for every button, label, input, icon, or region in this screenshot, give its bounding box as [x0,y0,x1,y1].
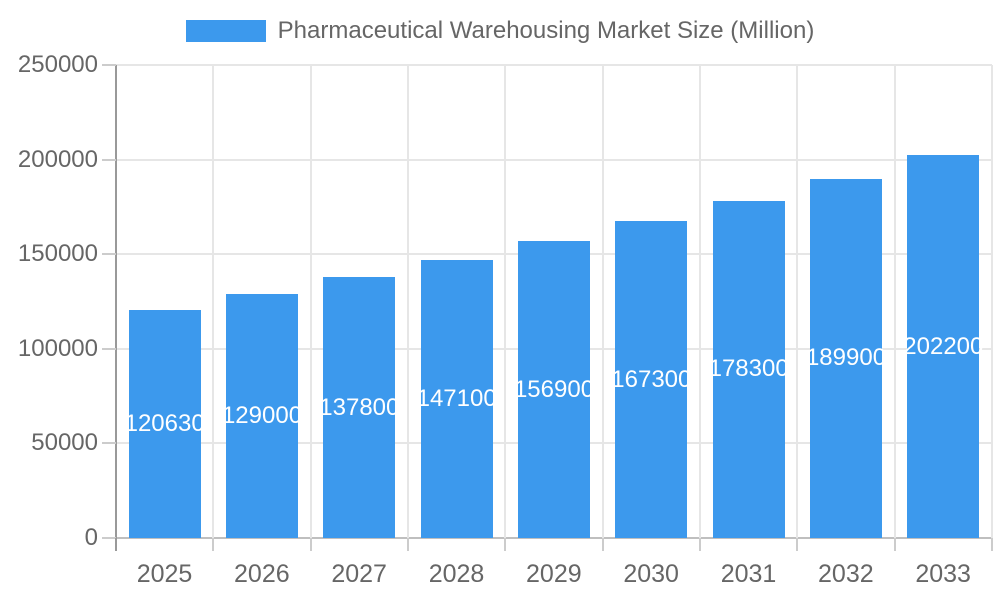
x-tick-mark [699,538,701,551]
x-tick-mark [893,538,896,551]
x-tick-mark [309,538,312,551]
bar-value-label: 120630 [124,409,205,437]
bar-2031: 178300 [709,200,789,538]
y-tick-label: 250000 [17,51,98,78]
x-tick-label: 2033 [915,560,971,588]
bar-2033: 202200 [903,155,983,538]
bar-value-label: 178300 [708,355,789,383]
x-tick-label: 2026 [234,560,290,588]
y-tick-mark [102,442,116,445]
gridline-horizontal [116,158,992,161]
legend[interactable]: Pharmaceutical Warehousing Market Size (… [0,16,1000,46]
x-tick-mark [115,538,117,551]
y-tick-label: 150000 [17,240,98,268]
bar-2030: 167300 [611,221,691,538]
x-tick-label: 2025 [136,560,193,588]
y-tick-mark [102,64,116,66]
bar-value-label: 156900 [513,375,595,403]
y-tick-label: 50000 [31,429,98,457]
gridline-vertical [893,65,896,538]
x-tick-mark [601,538,604,551]
y-tick-label: 200000 [17,145,98,173]
gridline-horizontal [116,64,992,66]
y-tick-label: 100000 [17,334,98,362]
legend-swatch-icon [185,20,266,42]
y-tick-label: 0 [84,524,98,551]
x-tick-mark [991,538,993,551]
bar-2029: 156900 [514,241,594,538]
bar-2028: 147100 [417,259,497,538]
x-tick-mark [504,538,507,551]
x-tick-label: 2027 [331,560,387,588]
gridline-vertical [504,65,507,538]
gridline-vertical [991,65,993,538]
gridline-vertical [601,65,604,538]
x-tick-mark [407,538,409,551]
bar-value-label: 147100 [416,384,497,412]
bar-value-label: 167300 [611,365,692,393]
y-tick-mark [102,537,116,539]
x-tick-label: 2032 [818,560,874,588]
legend-label: Pharmaceutical Warehousing Market Size (… [277,17,815,44]
y-tick-mark [102,158,116,161]
y-tick-mark [102,253,116,256]
x-tick-label: 2028 [428,560,485,588]
x-tick-mark [796,538,799,551]
bar-2032: 189900 [806,178,886,538]
y-tick-mark [102,347,116,350]
bar-2027: 137800 [319,277,399,538]
bar-value-label: 202200 [903,332,984,360]
x-tick-label: 2030 [623,560,679,588]
gridline-vertical [407,65,409,538]
x-tick-label: 2029 [526,560,582,588]
gridline-horizontal [116,537,992,539]
gridline-vertical [309,65,312,538]
gridline-vertical [212,65,215,538]
plot-area: 120630 129000 137800 147100 156900 167300 1783… [115,64,993,539]
bar-2025: 120630 [125,309,205,538]
bar-value-label: 129000 [221,401,303,429]
x-tick-mark [212,538,215,551]
gridline-vertical [796,65,799,538]
gridline-vertical [699,65,701,538]
y-axis-line [115,65,117,538]
bar-value-label: 137800 [319,393,400,421]
bar-value-label: 189900 [805,344,887,372]
x-tick-label: 2031 [720,560,777,588]
bar-2026: 129000 [222,293,302,538]
